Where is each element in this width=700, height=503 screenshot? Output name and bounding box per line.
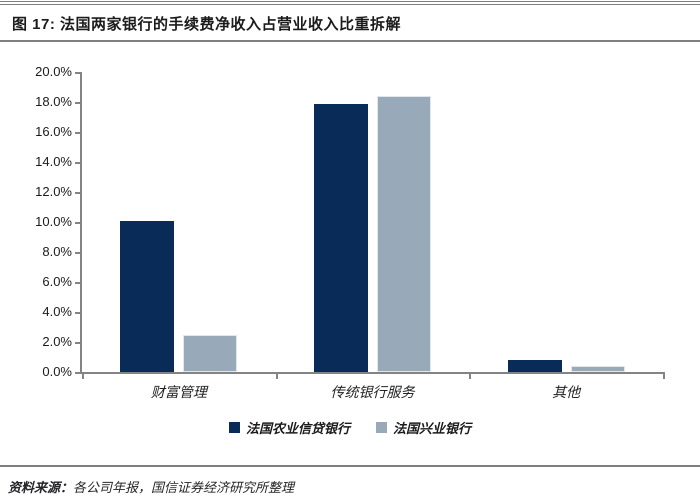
bar-chart: 0.0% 2.0% 4.0% 6.0% 8.0% 10.0% 12.0% 14.0% 16.0%… — [0, 55, 700, 415]
x-axis-tick — [663, 372, 665, 379]
y-axis-tick — [75, 222, 81, 224]
y-axis-tick-label: 8.0% — [42, 244, 72, 259]
y-axis-tick-label: 10.0% — [35, 214, 72, 229]
x-axis-label: 财富管理 — [150, 385, 207, 401]
bar-series-2 — [183, 334, 238, 372]
legend-item: 法国兴业银行 — [376, 418, 471, 437]
x-axis-label: 其他 — [552, 385, 581, 401]
y-axis-tick — [75, 342, 81, 344]
y-axis-tick — [75, 132, 81, 134]
footer-divider-rule — [0, 465, 700, 467]
legend-swatch-icon — [228, 422, 240, 433]
bar-series-1 — [507, 360, 562, 372]
title-divider-rule — [0, 40, 700, 42]
x-axis-tick — [275, 372, 278, 379]
source-text: 各公司年报，国信证券经济研究所整理 — [73, 481, 295, 496]
source-label: 资料来源： — [8, 481, 74, 496]
y-axis-tick — [75, 192, 81, 194]
bar-series-1 — [120, 220, 175, 372]
y-axis-tick — [75, 372, 81, 374]
chart-legend: 法国农业信贷银行 法国兴业银行 — [0, 418, 700, 437]
y-axis-tick — [75, 252, 81, 254]
y-axis-tick-label: 4.0% — [42, 304, 72, 319]
legend-item: 法国农业信贷银行 — [228, 418, 350, 437]
y-axis-tick-label: 6.0% — [42, 274, 72, 289]
bar-series-2 — [570, 366, 625, 372]
y-axis-tick-label: 16.0% — [35, 124, 72, 139]
y-axis-tick — [75, 102, 81, 104]
figure-title: 图 17: 法国两家银行的手续费净收入占营业收入比重拆解 — [12, 16, 402, 33]
legend-label: 法国兴业银行 — [393, 422, 472, 437]
y-axis-tick-label: 12.0% — [35, 184, 72, 199]
x-axis-tick — [82, 372, 84, 379]
y-axis-tick — [75, 312, 81, 314]
x-axis-tick — [469, 372, 472, 379]
bar-series-1 — [314, 103, 368, 372]
y-axis-tick-label: 0.0% — [42, 364, 72, 379]
source-note: 资料来源：各公司年报，国信证券经济研究所整理 — [8, 477, 294, 496]
x-axis-label: 传统银行服务 — [330, 385, 415, 401]
legend-swatch-icon — [376, 422, 387, 433]
y-axis-tick-label: 2.0% — [42, 334, 72, 349]
y-axis-tick-label: 20.0% — [35, 64, 72, 79]
y-axis-tick-label: 14.0% — [35, 154, 72, 169]
y-axis-tick — [75, 72, 81, 74]
y-axis-tick — [75, 162, 81, 164]
y-axis-tick — [75, 282, 81, 284]
top-border-rule — [0, 1, 700, 5]
y-axis-tick-label: 18.0% — [35, 94, 72, 109]
x-axis-line — [77, 372, 665, 374]
y-axis-line — [80, 72, 82, 374]
legend-label: 法国农业信贷银行 — [245, 422, 350, 437]
bar-series-2 — [377, 96, 431, 372]
